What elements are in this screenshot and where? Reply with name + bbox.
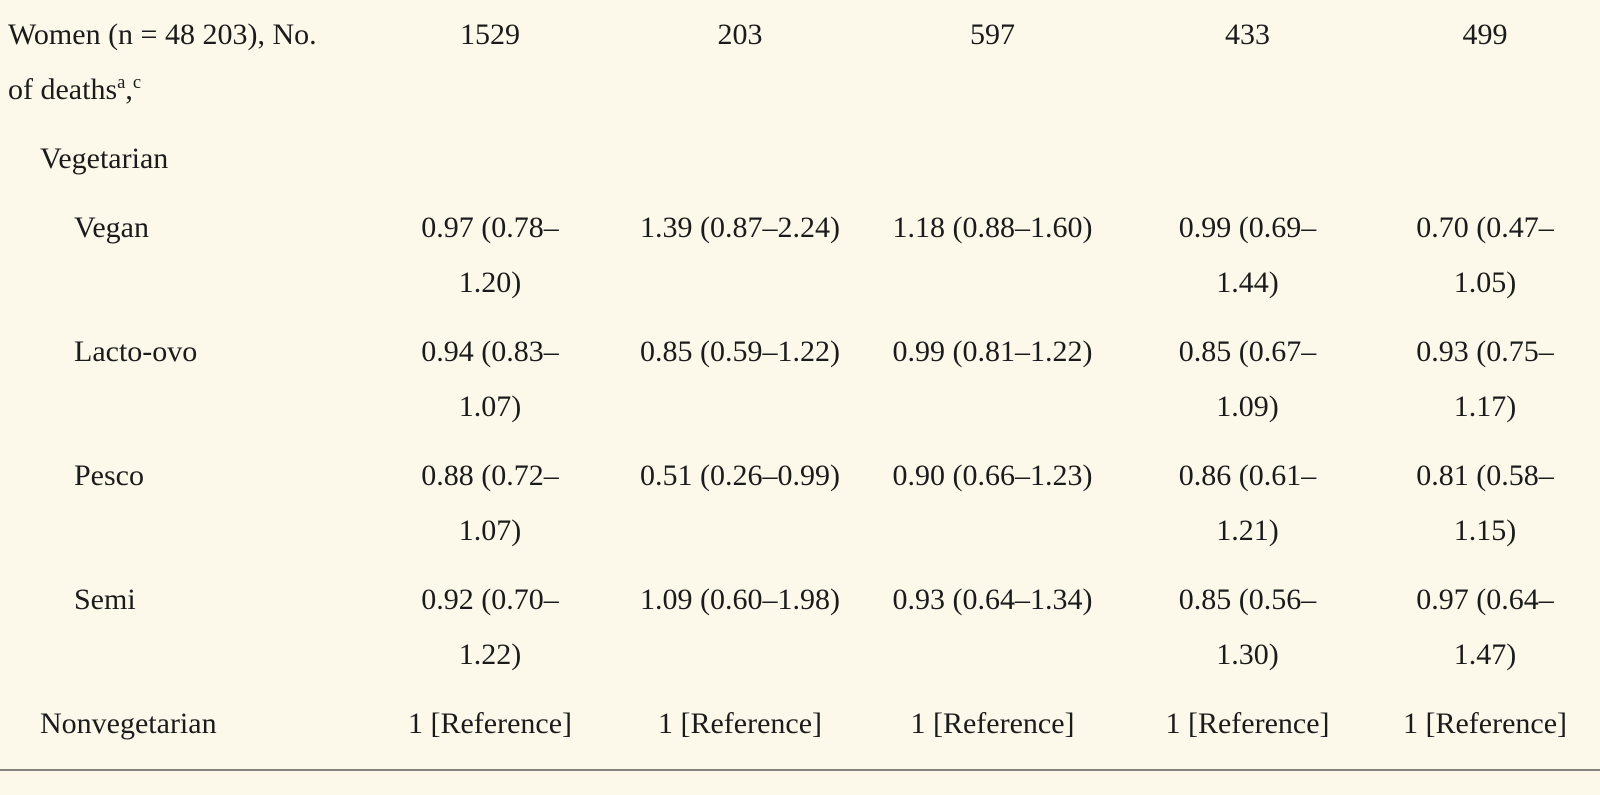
empty-cell <box>1370 124 1600 193</box>
hazard-ratio-value: 0.93 (0.64–1.34) <box>892 583 1093 616</box>
reference-cell: 1 [Reference] <box>1125 689 1370 771</box>
table-row-pesco: Pesco 0.88 (0.72–1.07) 0.51 (0.26–0.99) … <box>0 441 1600 565</box>
hazard-ratio-cell: 0.97 (0.64–1.47) <box>1370 565 1600 689</box>
table-row-women-deaths: Women (n = 48 203), No. of deathsa,c 152… <box>0 0 1600 124</box>
deaths-count-cell: 203 <box>620 0 860 124</box>
table-row-lacto-ovo: Lacto-ovo 0.94 (0.83–1.07) 0.85 (0.59–1.… <box>0 317 1600 441</box>
deaths-count-cell: 433 <box>1125 0 1370 124</box>
reference-cell: 1 [Reference] <box>620 689 860 771</box>
hazard-ratio-value: 0.90 (0.66–1.23) <box>892 459 1093 492</box>
women-deaths-label: Women (n = 48 203), No. of deaths <box>8 18 317 106</box>
table-row-vegetarian-group: Vegetarian <box>0 124 1600 193</box>
hazard-ratio-cell: 0.97 (0.78–1.20) <box>360 193 620 317</box>
hazard-ratio-cell: 1.18 (0.88–1.60) <box>860 193 1125 317</box>
deaths-count-value: 1529 <box>460 18 520 51</box>
hazard-ratio-value: 0.85 (0.56–1.30) <box>1178 583 1317 671</box>
row-label-lacto-ovo: Lacto-ovo <box>74 335 198 368</box>
table-row-vegan: Vegan 0.97 (0.78–1.20) 1.39 (0.87–2.24) … <box>0 193 1600 317</box>
deaths-count-value: 597 <box>970 18 1015 51</box>
hazard-ratio-cell: 0.90 (0.66–1.23) <box>860 441 1125 565</box>
hazard-ratio-value: 1.39 (0.87–2.24) <box>640 211 840 244</box>
hazard-ratio-value: 0.92 (0.70–1.22) <box>421 583 559 671</box>
footnote-superscript-a: a <box>117 72 126 93</box>
reference-value: 1 [Reference] <box>1402 707 1568 740</box>
hazard-ratio-cell: 0.81 (0.58–1.15) <box>1370 441 1600 565</box>
deaths-count-cell: 1529 <box>360 0 620 124</box>
group-label-vegetarian: Vegetarian <box>40 142 169 175</box>
hazard-ratio-value: 0.51 (0.26–0.99) <box>640 459 840 492</box>
hazard-ratio-cell: 0.86 (0.61–1.21) <box>1125 441 1370 565</box>
mortality-hazard-ratio-table: Women (n = 48 203), No. of deathsa,c 152… <box>0 0 1600 771</box>
deaths-count-cell: 597 <box>860 0 1125 124</box>
footnote-superscript-c: c <box>132 72 142 93</box>
hazard-ratio-cell: 0.85 (0.59–1.22) <box>620 317 860 441</box>
deaths-count-value: 203 <box>717 18 763 51</box>
reference-value: 1 [Reference] <box>1165 707 1330 740</box>
hazard-ratio-value: 0.85 (0.59–1.22) <box>640 335 840 368</box>
hazard-ratio-value: 0.99 (0.81–1.22) <box>892 335 1093 368</box>
hazard-ratio-value: 0.93 (0.75–1.17) <box>1416 335 1554 423</box>
empty-cell <box>1125 124 1370 193</box>
hazard-ratio-cell: 0.88 (0.72–1.07) <box>360 441 620 565</box>
hazard-ratio-cell: 0.94 (0.83–1.07) <box>360 317 620 441</box>
row-label-text: Women (n = 48 203), No. of deathsa,c <box>8 7 338 117</box>
deaths-count-cell: 499 <box>1370 0 1600 124</box>
hazard-ratio-cell: 0.93 (0.75–1.17) <box>1370 317 1600 441</box>
hazard-ratio-cell: 0.85 (0.67–1.09) <box>1125 317 1370 441</box>
hazard-ratio-value: 1.18 (0.88–1.60) <box>892 211 1093 244</box>
table-row-nonvegetarian: Nonvegetarian 1 [Reference] 1 [Reference… <box>0 689 1600 771</box>
hazard-ratio-value: 0.85 (0.67–1.09) <box>1178 335 1317 423</box>
reference-cell: 1 [Reference] <box>860 689 1125 771</box>
hazard-ratio-value: 0.94 (0.83–1.07) <box>421 335 559 423</box>
empty-cell <box>360 124 620 193</box>
row-label-vegan: Vegan <box>74 211 149 244</box>
hazard-ratio-cell: 0.99 (0.81–1.22) <box>860 317 1125 441</box>
hazard-ratio-value: 0.86 (0.61–1.21) <box>1178 459 1317 547</box>
hazard-ratio-value: 0.81 (0.58–1.15) <box>1416 459 1554 547</box>
row-label-semi: Semi <box>74 583 136 616</box>
hazard-ratio-value: 0.97 (0.78–1.20) <box>421 211 559 299</box>
empty-cell <box>860 124 1125 193</box>
table-row-semi: Semi 0.92 (0.70–1.22) 1.09 (0.60–1.98) 0… <box>0 565 1600 689</box>
hazard-ratio-value: 0.88 (0.72–1.07) <box>421 459 559 547</box>
hazard-ratio-cell: 1.09 (0.60–1.98) <box>620 565 860 689</box>
hazard-ratio-value: 1.09 (0.60–1.98) <box>640 583 840 616</box>
deaths-count-value: 433 <box>1225 18 1270 51</box>
reference-value: 1 [Reference] <box>910 707 1075 740</box>
reference-value: 1 [Reference] <box>407 707 573 740</box>
deaths-count-value: 499 <box>1462 18 1508 51</box>
reference-cell: 1 [Reference] <box>1370 689 1600 771</box>
hazard-ratio-cell: 0.70 (0.47–1.05) <box>1370 193 1600 317</box>
hazard-ratio-value: 0.70 (0.47–1.05) <box>1416 211 1554 299</box>
hazard-ratio-cell: 0.93 (0.64–1.34) <box>860 565 1125 689</box>
hazard-ratio-value: 0.99 (0.69–1.44) <box>1178 211 1317 299</box>
row-label-women-deaths: Women (n = 48 203), No. of deathsa,c <box>0 0 360 124</box>
hazard-ratio-cell: 0.92 (0.70–1.22) <box>360 565 620 689</box>
hazard-ratio-cell: 0.51 (0.26–0.99) <box>620 441 860 565</box>
row-label-pesco: Pesco <box>74 459 144 492</box>
empty-cell <box>620 124 860 193</box>
hazard-ratio-cell: 0.99 (0.69–1.44) <box>1125 193 1370 317</box>
reference-cell: 1 [Reference] <box>360 689 620 771</box>
reference-value: 1 [Reference] <box>657 707 823 740</box>
hazard-ratio-cell: 1.39 (0.87–2.24) <box>620 193 860 317</box>
hazard-ratio-value: 0.97 (0.64–1.47) <box>1416 583 1554 671</box>
superscript-separator: , <box>125 73 133 106</box>
row-label-nonvegetarian: Nonvegetarian <box>0 689 360 771</box>
hazard-ratio-cell: 0.85 (0.56–1.30) <box>1125 565 1370 689</box>
